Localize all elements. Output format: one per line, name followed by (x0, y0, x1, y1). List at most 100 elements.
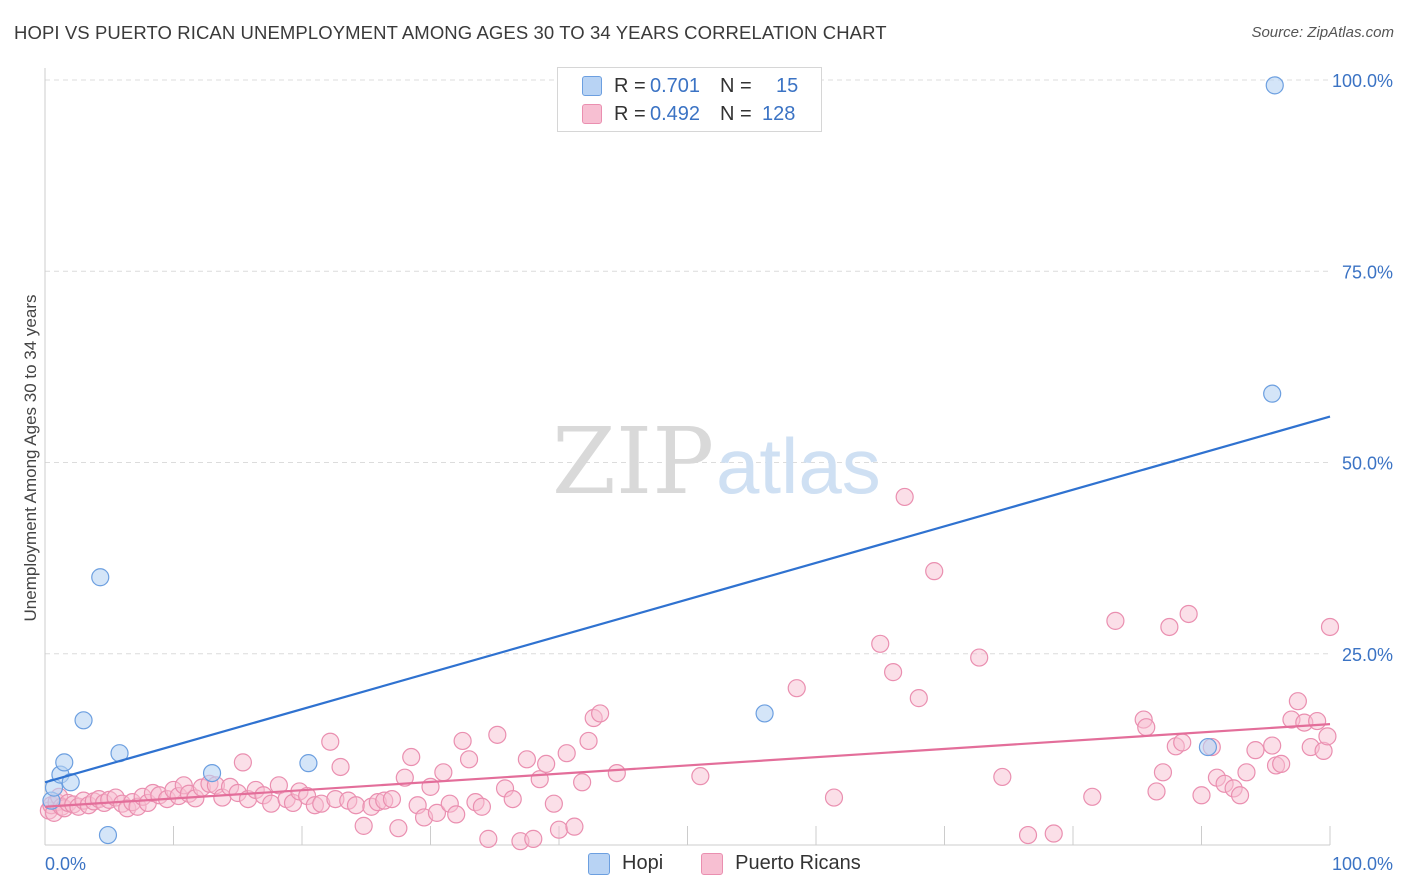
puerto-ricans-point (565, 817, 584, 836)
puerto-ricans-point (579, 731, 598, 751)
puerto-ricans-point (1137, 718, 1156, 737)
puerto-ricans-points (39, 487, 1340, 851)
legend-row-hopi: R = 0.701 N = 15 (582, 73, 798, 99)
puerto-ricans-point (909, 689, 928, 708)
legend-item-puerto-ricans: Puerto Ricans (701, 852, 861, 875)
hopi-point (55, 753, 74, 772)
puerto-ricans-point (1272, 754, 1291, 774)
puerto-ricans-point (1246, 741, 1265, 760)
puerto-ricans-point (883, 663, 903, 682)
hopi-point (1198, 737, 1218, 757)
hopi-point (74, 711, 93, 730)
puerto-ricans-point (1160, 617, 1179, 637)
hopi-point (61, 773, 80, 792)
puerto-ricans-point (1106, 611, 1125, 630)
hopi-point (98, 825, 118, 845)
puerto-ricans-point (479, 829, 498, 848)
puerto-ricans-point (591, 704, 610, 723)
puerto-ricans-point (1237, 763, 1256, 782)
puerto-ricans-point (447, 805, 466, 824)
legend-row-puerto-ricans: R = 0.492 N = 128 (582, 101, 795, 127)
y-tick-label: 25.0% (1342, 645, 1393, 665)
puerto-ricans-point (488, 725, 507, 744)
watermark-atlas: atlas (716, 422, 881, 510)
grid-lines (45, 79, 1330, 655)
puerto-ricans-point (871, 634, 890, 653)
hopi-point (1265, 76, 1284, 95)
puerto-ricans-point (1230, 786, 1250, 805)
puerto-ricans-point (691, 767, 710, 786)
puerto-ricans-point (1308, 711, 1327, 731)
y-axis-label: Unemployment Among Ages 30 to 34 years (21, 295, 40, 622)
n-value: 15 (776, 74, 799, 97)
puerto-ricans-point (434, 763, 453, 782)
puerto-ricans-point (895, 487, 914, 507)
puerto-ricans-point (382, 789, 402, 809)
puerto-ricans-point (331, 757, 350, 777)
puerto-ricans-point (389, 819, 408, 838)
puerto-ricans-point (395, 768, 414, 787)
n-label: N = (720, 102, 752, 125)
hopi-legend-label: Hopi (622, 852, 664, 874)
hopi-point (91, 568, 110, 587)
puerto-ricans-point (233, 753, 252, 772)
puerto-ricans-point (1044, 824, 1063, 843)
r-value: 0.492 (650, 102, 701, 125)
hopi-swatch (588, 852, 610, 875)
puerto-ricans-point (427, 803, 447, 822)
puerto-ricans-point (787, 679, 806, 698)
puerto-ricans-point (459, 750, 479, 769)
y-tick-label: 50.0% (1342, 454, 1393, 474)
hopi-point (202, 763, 222, 783)
puerto-ricans-point (524, 829, 543, 848)
puerto-ricans-point (970, 648, 989, 667)
puerto-ricans-point (269, 776, 288, 795)
watermark-zip: ZIP (552, 408, 714, 515)
puerto-ricans-legend-label: Puerto Ricans (735, 852, 861, 874)
tick-labels: 100.0% 75.0% 50.0% 25.0% 0.0% 100.0% (45, 71, 1393, 874)
hopi-swatch (582, 76, 602, 96)
puerto-ricans-point (993, 767, 1012, 787)
correlation-legend: R = 0.701 N = 15 R = 0.492 N = 128 (557, 67, 822, 132)
hopi-point (755, 704, 774, 723)
series-legend: Hopi Puerto Ricans (588, 852, 899, 875)
hopi-points (42, 76, 1284, 845)
n-value: 128 (762, 102, 796, 125)
puerto-ricans-point (544, 794, 563, 813)
puerto-ricans-swatch (582, 104, 602, 124)
puerto-ricans-point (530, 770, 549, 789)
puerto-ricans-point (517, 750, 536, 769)
puerto-ricans-point (1320, 617, 1340, 637)
puerto-ricans-point (1018, 825, 1038, 845)
puerto-ricans-trend-line (44, 723, 1331, 808)
puerto-ricans-point (573, 773, 592, 792)
puerto-ricans-point (1083, 787, 1102, 806)
r-value: 0.701 (650, 74, 701, 97)
puerto-ricans-point (549, 820, 569, 839)
puerto-ricans-point (1263, 736, 1282, 755)
puerto-ricans-point (557, 744, 576, 763)
hopi-point (299, 754, 318, 773)
puerto-ricans-point (1179, 604, 1198, 624)
puerto-ricans-point (1192, 786, 1211, 805)
puerto-ricans-point (354, 816, 373, 835)
trend-lines (44, 415, 1331, 808)
r-label: R = (614, 102, 646, 125)
n-label: N = (720, 74, 752, 97)
puerto-ricans-point (1318, 727, 1337, 746)
puerto-ricans-point (1288, 692, 1307, 711)
hopi-trend-line (44, 415, 1331, 784)
puerto-ricans-point (472, 797, 491, 816)
puerto-ricans-swatch (701, 852, 724, 875)
puerto-ricans-point (824, 788, 844, 807)
puerto-ricans-point (321, 732, 340, 751)
puerto-ricans-point (925, 562, 944, 581)
puerto-ricans-point (537, 754, 556, 774)
y-tick-label: 100.0% (1332, 71, 1393, 91)
y-tick-label: 75.0% (1342, 262, 1393, 282)
puerto-ricans-point (1173, 733, 1192, 752)
puerto-ricans-point (1153, 763, 1173, 782)
puerto-ricans-point (402, 747, 421, 767)
legend-item-hopi: Hopi (588, 852, 663, 875)
